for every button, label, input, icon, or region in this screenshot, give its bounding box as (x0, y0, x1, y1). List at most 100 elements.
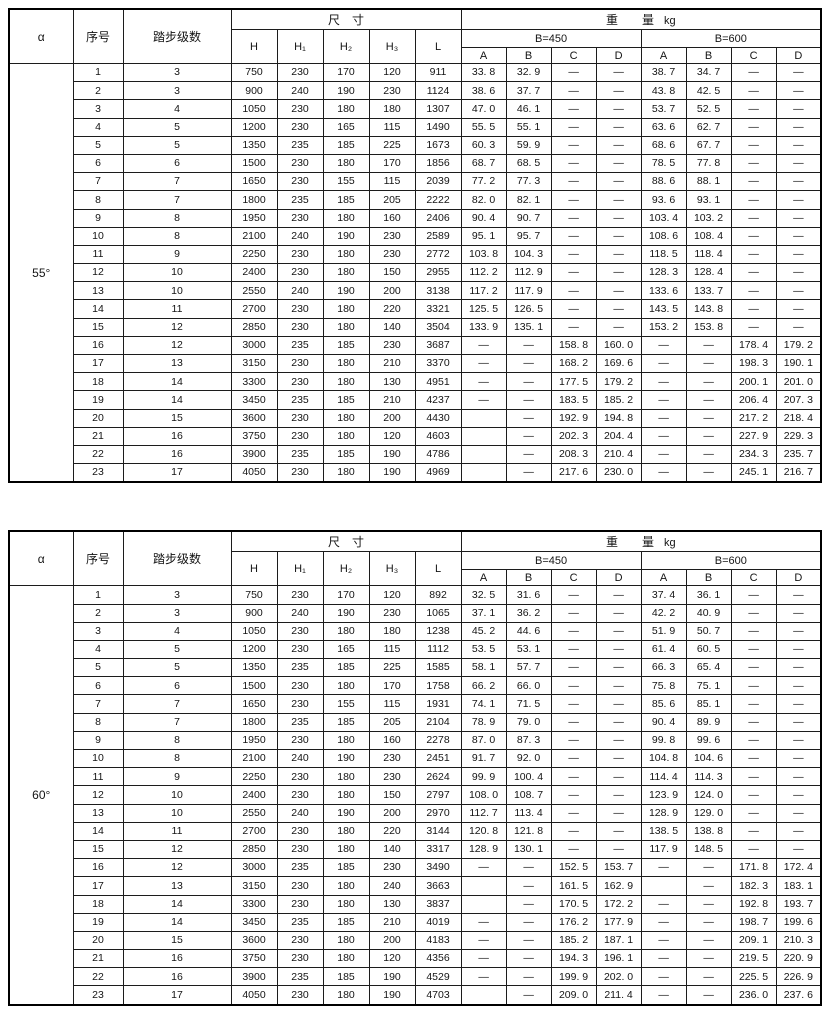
serial-cell: 11 (72, 244, 124, 265)
table-row: 23 17 4050 230 180 190 4969—217. 6 230. 0— —245.… (9, 463, 822, 483)
h-cell: 3150 (230, 876, 278, 896)
h2-cell: 180 (322, 153, 370, 174)
w600-c-cell: — (730, 244, 777, 265)
w450-d-cell: 204. 4 (595, 426, 642, 446)
table-row: 8 7 1800 235 185 205 2104 78. 9 79. 0— —90. 4 89. … (9, 712, 822, 732)
h1-cell: 235 (276, 190, 324, 210)
weight-title-text: 重 量 (606, 13, 655, 27)
w450-c-cell: — (550, 585, 597, 605)
serial-cell: 9 (72, 730, 124, 751)
l-cell: 1758 (414, 676, 462, 696)
h2-cell: 180 (322, 463, 370, 483)
w600-b-cell: 65. 4 (685, 658, 732, 678)
serial-cell: 19 (72, 390, 124, 410)
w600-b-cell: 148. 5 (685, 839, 732, 860)
steps-cell: 9 (122, 244, 232, 265)
h1-cell: 230 (276, 426, 324, 446)
w450-d-cell: — (595, 603, 642, 623)
h3-cell: 200 (368, 281, 416, 301)
l-cell: 2624 (414, 767, 462, 787)
steps-cell: 13 (122, 353, 232, 374)
table-row: 55° 1 3 750 230 170 120 911 33. 8 32. 9— —38. 7 34.… (8, 62, 822, 483)
h1-cell: 235 (276, 135, 324, 155)
h-cell: 900 (230, 603, 278, 623)
table-row: 18 14 3300 230 180 130 3837—170. 5 172. 2— —192.… (9, 894, 822, 914)
l-cell: 3490 (414, 858, 462, 878)
w450-b-cell: 71. 5 (505, 694, 552, 714)
h1-cell: 230 (276, 694, 324, 714)
header-b450-d: D (595, 569, 642, 587)
w450-d-cell: — (595, 803, 642, 823)
w450-a-cell: 53. 5 (460, 639, 507, 660)
table-row: 2 3 900 240 190 230 1124 38. 6 37. 7— —43. 8 42. 5… (9, 81, 822, 101)
w450-a-cell: 91. 7 (460, 748, 507, 769)
serial-cell: 2 (72, 603, 124, 623)
serial-cell: 14 (72, 821, 124, 841)
w450-d-cell: 211. 4 (595, 985, 642, 1006)
w450-b-cell: — (505, 335, 552, 356)
h3-cell: 200 (368, 803, 416, 823)
serial-cell: 20 (72, 930, 124, 951)
w450-c-cell: 183. 5 (550, 390, 597, 410)
h3-cell: 210 (368, 353, 416, 374)
w450-b-cell: 59. 9 (505, 135, 552, 155)
w450-b-cell: 100. 4 (505, 767, 552, 787)
w450-d-cell: — (595, 585, 642, 605)
h1-cell: 230 (276, 676, 324, 696)
w450-a-cell: 133. 9 (460, 317, 507, 337)
w450-a-cell: 125. 5 (460, 299, 507, 319)
steps-cell: 3 (122, 62, 232, 83)
w600-d-cell: — (775, 839, 822, 860)
serial-cell: 13 (72, 281, 124, 301)
w600-a-cell: 42. 2 (640, 603, 687, 623)
w450-d-cell: 185. 2 (595, 390, 642, 410)
header-b450-a: A (460, 569, 507, 587)
header-b450-b: B (505, 47, 552, 64)
w450-d-cell: — (595, 621, 642, 641)
w450-a-cell (460, 408, 507, 428)
h3-cell: 115 (368, 639, 416, 660)
w450-c-cell: — (550, 839, 597, 860)
w600-d-cell: 190. 1 (775, 353, 822, 374)
h2-cell: 180 (322, 99, 370, 119)
l-cell: 1673 (414, 135, 462, 155)
w600-d-cell: — (775, 281, 822, 301)
steps-cell: 3 (122, 585, 232, 605)
l-cell: 911 (414, 62, 462, 83)
w450-b-cell: 32. 9 (505, 62, 552, 83)
w450-c-cell: — (550, 317, 597, 337)
h2-cell: 180 (322, 372, 370, 392)
w450-c-cell: 158. 8 (550, 335, 597, 356)
w600-a-cell: 85. 6 (640, 694, 687, 714)
h-cell: 4050 (230, 985, 278, 1006)
steps-cell: 15 (122, 930, 232, 951)
l-cell: 3370 (414, 353, 462, 374)
header-weight-title: 重 量 kg (460, 530, 822, 553)
steps-cell: 11 (122, 821, 232, 841)
w450-d-cell: — (595, 767, 642, 787)
w600-b-cell: 153. 8 (685, 317, 732, 337)
l-cell: 1490 (414, 117, 462, 137)
h-cell: 1800 (230, 712, 278, 732)
steps-cell: 12 (122, 335, 232, 356)
h2-cell: 180 (322, 317, 370, 337)
w600-c-cell: — (730, 748, 777, 769)
w600-c-cell: — (730, 658, 777, 678)
h2-cell: 185 (322, 712, 370, 732)
serial-cell: 18 (72, 894, 124, 914)
w450-c-cell: — (550, 767, 597, 787)
w600-d-cell: — (775, 712, 822, 732)
w600-c-cell: — (730, 821, 777, 841)
h1-cell: 240 (276, 81, 324, 101)
w600-b-cell: — (685, 894, 732, 914)
h2-cell: 180 (322, 353, 370, 374)
h2-cell: 190 (322, 281, 370, 301)
l-cell: 2406 (414, 208, 462, 228)
table-row: 3 4 1050 230 180 180 1307 47. 0 46. 1— —53. 7 52. … (9, 99, 822, 119)
w600-b-cell: 60. 5 (685, 639, 732, 660)
w450-a-cell: — (460, 967, 507, 987)
header-steps: 踏步级数 (122, 8, 232, 64)
w600-d-cell: — (775, 99, 822, 119)
w600-c-cell: — (730, 676, 777, 696)
w600-c-cell: 209. 1 (730, 930, 777, 951)
